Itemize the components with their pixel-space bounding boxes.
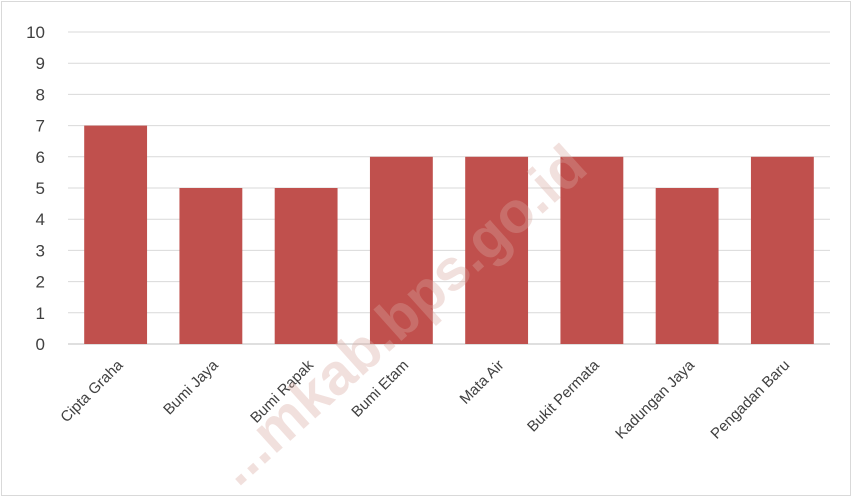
y-tick-label: 1 — [36, 304, 45, 323]
y-tick-label: 3 — [36, 241, 45, 260]
x-category-label: Mata Air — [457, 357, 508, 408]
y-tick-label: 8 — [36, 85, 45, 104]
x-axis-categories: Cipta Graha Bumi Jaya Bumi Rapak Bumi Etam M… — [57, 356, 793, 442]
y-tick-label: 6 — [36, 148, 45, 167]
bar — [369, 156, 433, 344]
x-category-label: Bukit Permata — [524, 356, 603, 435]
y-tick-label: 7 — [36, 117, 45, 136]
y-tick-label: 9 — [36, 54, 45, 73]
bars — [84, 125, 814, 344]
y-tick-label: 4 — [36, 210, 45, 229]
bar — [465, 156, 529, 344]
y-tick-label: 0 — [36, 335, 45, 354]
x-category-label: Kadungan Jaya — [612, 356, 698, 442]
bar — [274, 188, 338, 344]
x-category-label: Pengadan Baru — [707, 357, 793, 443]
y-tick-label: 10 — [26, 23, 45, 42]
bar — [84, 125, 148, 344]
y-tick-label: 5 — [36, 179, 45, 198]
bar — [655, 188, 719, 344]
bar — [750, 156, 814, 344]
y-axis-ticks: 0 1 2 3 4 5 6 7 8 9 10 — [26, 23, 45, 354]
bar — [179, 188, 243, 344]
x-category-label: Cipta Graha — [57, 356, 127, 426]
bar — [560, 156, 624, 344]
x-category-label: Bumi Jaya — [160, 356, 222, 418]
y-tick-label: 2 — [36, 273, 45, 292]
